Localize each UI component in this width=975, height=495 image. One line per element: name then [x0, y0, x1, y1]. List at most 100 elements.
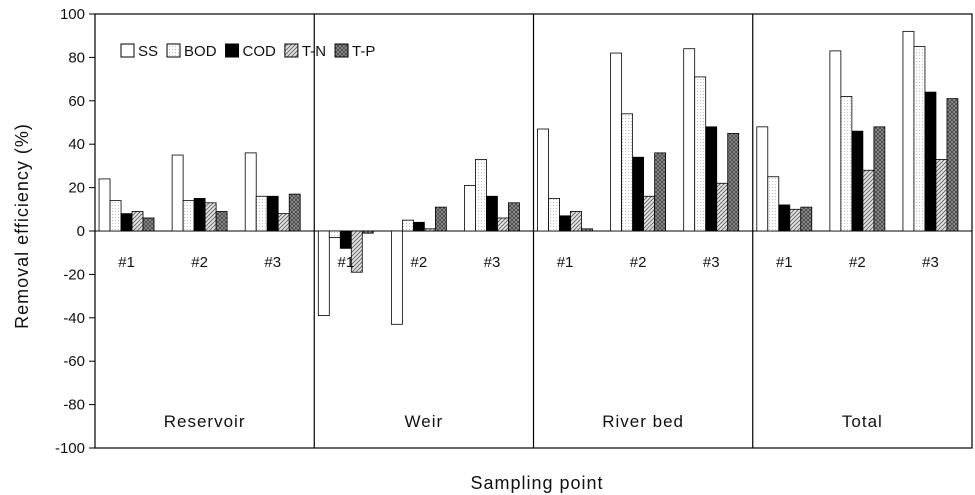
bar-cod [851, 130, 864, 232]
group-label: #3 [484, 254, 501, 271]
bar-cod [266, 195, 279, 232]
bar-t-n [497, 217, 509, 232]
bar-ss [829, 50, 842, 232]
bar-bod [401, 219, 414, 232]
section-label: Reservoir [164, 412, 246, 431]
bar-cod [559, 215, 571, 232]
bar-t-p [288, 193, 301, 232]
group-label: #3 [264, 254, 281, 271]
bar-bod [694, 76, 707, 232]
bar-t-n [862, 169, 875, 232]
bar-t-n [131, 211, 144, 232]
x-axis-title: Sampling point [470, 473, 603, 493]
bars [98, 30, 959, 325]
legend: SS BOD COD T-N T-P [120, 43, 375, 60]
legend-swatch [334, 43, 349, 58]
bar-cod [486, 195, 498, 232]
section-label: River bed [602, 412, 684, 431]
bar-bod [109, 200, 122, 232]
legend-label: COD [243, 43, 277, 60]
section-label: Total [842, 412, 883, 431]
bar-t-n [350, 230, 363, 273]
group-label: #3 [922, 254, 939, 271]
bar-ss [683, 48, 696, 232]
y-axis-title: Removal efficiency (%) [12, 123, 32, 329]
y-tick-label: 60 [68, 93, 85, 110]
bar-ss [902, 30, 915, 232]
bar-cod [705, 126, 718, 232]
group-label: #1 [557, 254, 574, 271]
legend-label: SS [138, 43, 158, 60]
group-label: #3 [703, 254, 720, 271]
bar-t-p [142, 217, 155, 232]
group-label: #2 [191, 254, 208, 271]
y-tick-label: 80 [68, 49, 85, 66]
legend-label: BOD [184, 43, 217, 60]
bar-bod [840, 96, 853, 232]
bar-t-n [643, 195, 656, 232]
bar-t-p [873, 126, 886, 232]
bar-bod [475, 158, 487, 232]
bar-bod [255, 195, 268, 232]
group-label: #2 [849, 254, 866, 271]
y-tick-label: 0 [77, 223, 85, 240]
legend-swatch [225, 43, 240, 58]
y-tick-label: -100 [55, 440, 85, 457]
bar-ss [98, 178, 111, 232]
bar-t-n [423, 228, 436, 232]
bar-cod [924, 91, 937, 232]
bar-t-n [935, 158, 948, 232]
bar-ss [464, 185, 476, 232]
section-label: Weir [405, 412, 444, 431]
bar-ss [317, 230, 330, 317]
group-label: #1 [337, 254, 354, 271]
bar-t-n [789, 208, 802, 232]
group-label: #1 [118, 254, 135, 271]
y-tick-label: 20 [68, 180, 85, 197]
y-tick-label: -20 [63, 266, 85, 283]
legend-label: T-N [302, 43, 326, 60]
bar-t-p [361, 230, 374, 234]
bar-t-p [654, 152, 667, 232]
bar-bod [913, 46, 926, 232]
bar-bod [621, 113, 634, 232]
legend-label: T-P [352, 43, 375, 60]
y-axis: -100 -80 -60 -40 -20 0 20 40 60 80 100 [55, 6, 95, 457]
section-labels: Reservoir Weir River bed Total [164, 412, 883, 431]
plot-frame [94, 13, 973, 449]
group-label: #2 [411, 254, 428, 271]
bar-ss [756, 126, 769, 232]
bar-bod [328, 230, 341, 238]
y-tick-label: 40 [68, 136, 85, 153]
bar-ss [171, 154, 184, 232]
group-label: #1 [776, 254, 793, 271]
bar-t-p [508, 202, 520, 232]
bar-t-p [215, 211, 228, 232]
legend-swatch [166, 43, 181, 58]
bar-ss [390, 230, 403, 325]
bar-cod [632, 156, 645, 232]
bar-t-n [204, 202, 217, 232]
bar-t-p [727, 132, 740, 232]
bar-ss [244, 152, 257, 232]
bar-cod [193, 198, 206, 232]
group-labels: #1 #2 #3 #1 #2 #3 #1 #2 #3 #1 #2 #3 [118, 254, 939, 271]
bar-bod [182, 200, 195, 232]
bar-cod [778, 204, 791, 232]
bar-ss [610, 52, 623, 232]
y-tick-label: 100 [60, 6, 85, 23]
bar-t-p [581, 228, 593, 232]
bar-cod [339, 230, 352, 249]
bar-bod [767, 176, 780, 232]
bar-ss [537, 128, 549, 232]
bar-bod [548, 198, 560, 232]
bar-cod [412, 221, 425, 232]
y-tick-label: -80 [63, 397, 85, 414]
y-tick-label: -60 [63, 353, 85, 370]
bar-t-n [277, 213, 290, 232]
bar-t-p [946, 98, 959, 232]
group-label: #2 [630, 254, 647, 271]
bar-t-n [716, 182, 729, 232]
y-tick-label: -40 [63, 310, 85, 327]
